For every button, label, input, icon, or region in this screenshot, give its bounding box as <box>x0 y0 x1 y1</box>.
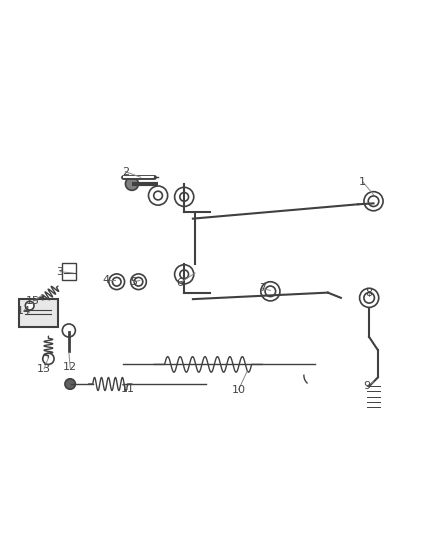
Circle shape <box>25 301 34 310</box>
Text: 7: 7 <box>259 283 266 293</box>
Text: 13: 13 <box>37 364 51 374</box>
Circle shape <box>261 282 280 301</box>
Circle shape <box>113 277 121 286</box>
Circle shape <box>360 288 379 308</box>
Text: 6: 6 <box>177 278 184 288</box>
Circle shape <box>148 186 168 205</box>
Bar <box>62 263 76 279</box>
Circle shape <box>62 324 75 337</box>
Circle shape <box>180 192 188 201</box>
Circle shape <box>134 277 143 286</box>
Circle shape <box>43 353 54 365</box>
FancyBboxPatch shape <box>19 299 58 327</box>
Text: 12: 12 <box>63 362 77 373</box>
Circle shape <box>125 177 138 190</box>
Circle shape <box>364 192 383 211</box>
Text: 4: 4 <box>102 276 110 286</box>
Circle shape <box>131 274 146 289</box>
Text: 3: 3 <box>57 266 64 277</box>
Text: 11: 11 <box>120 384 134 394</box>
Circle shape <box>364 293 374 303</box>
Circle shape <box>180 270 188 279</box>
Circle shape <box>109 274 124 289</box>
Circle shape <box>65 379 75 389</box>
Text: 2: 2 <box>122 167 129 176</box>
Circle shape <box>368 196 379 206</box>
Circle shape <box>175 265 194 284</box>
Circle shape <box>175 187 194 206</box>
Text: 15: 15 <box>26 296 40 306</box>
Text: 5: 5 <box>131 277 138 287</box>
Circle shape <box>265 286 276 296</box>
Text: 14: 14 <box>17 306 31 316</box>
Text: 1: 1 <box>359 176 366 187</box>
Text: 10: 10 <box>232 385 246 394</box>
Text: 9: 9 <box>364 381 371 391</box>
Text: 8: 8 <box>366 288 373 297</box>
Circle shape <box>154 191 162 200</box>
